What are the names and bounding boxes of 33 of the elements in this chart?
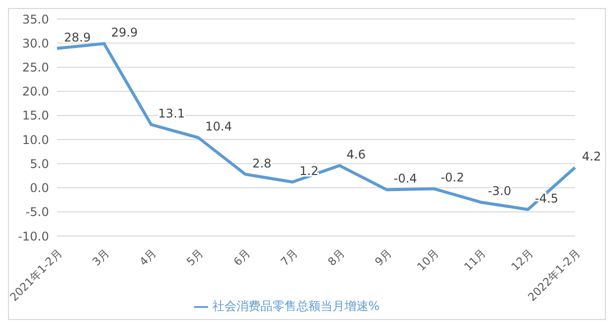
x-tick-label: 11月 bbox=[462, 246, 489, 274]
y-tick-label: 25.0 bbox=[22, 60, 49, 74]
text: 4.2 bbox=[582, 150, 602, 164]
x-tick-label: 9月 bbox=[372, 246, 394, 269]
text: 2.8 bbox=[252, 156, 272, 170]
x-tick-label: 12月 bbox=[508, 246, 536, 274]
y-tick-label: -10.0 bbox=[18, 229, 49, 244]
y-tick-label: 5.0 bbox=[30, 156, 49, 171]
x-tick-label: 3月 bbox=[90, 246, 112, 269]
text: -0.4 bbox=[394, 172, 418, 186]
text: 10.4 bbox=[205, 120, 232, 134]
line-series bbox=[56, 42, 576, 211]
x-tick-label: 6月 bbox=[231, 246, 254, 269]
x-tick-label: 5月 bbox=[184, 246, 206, 269]
x-tick-label: 10月 bbox=[414, 246, 442, 274]
x-tick-label: 4月 bbox=[137, 246, 159, 269]
y-tick-label: 35.0 bbox=[22, 12, 49, 26]
text: 4.6 bbox=[346, 148, 366, 162]
text: 13.1 bbox=[158, 106, 185, 121]
text: -3.0 bbox=[488, 184, 512, 198]
text: 1.2 bbox=[299, 164, 319, 178]
y-tick-label: 30.0 bbox=[22, 36, 49, 50]
x-tick-label: 8月 bbox=[325, 246, 348, 269]
y-tick-label: 0.0 bbox=[30, 181, 49, 196]
y-tick-label: -5.0 bbox=[26, 205, 49, 220]
y-tick-label: 15.0 bbox=[22, 108, 49, 123]
text: 28.9 bbox=[64, 30, 91, 44]
x-tick-label: 7月 bbox=[278, 246, 300, 269]
y-tick-label: 20.0 bbox=[22, 84, 49, 99]
y-tick-label: 10.0 bbox=[22, 132, 49, 147]
text: -0.2 bbox=[440, 170, 464, 185]
text: 29.9 bbox=[111, 26, 138, 40]
legend-label: 社会消费品零售总额当月增速% bbox=[212, 299, 380, 313]
